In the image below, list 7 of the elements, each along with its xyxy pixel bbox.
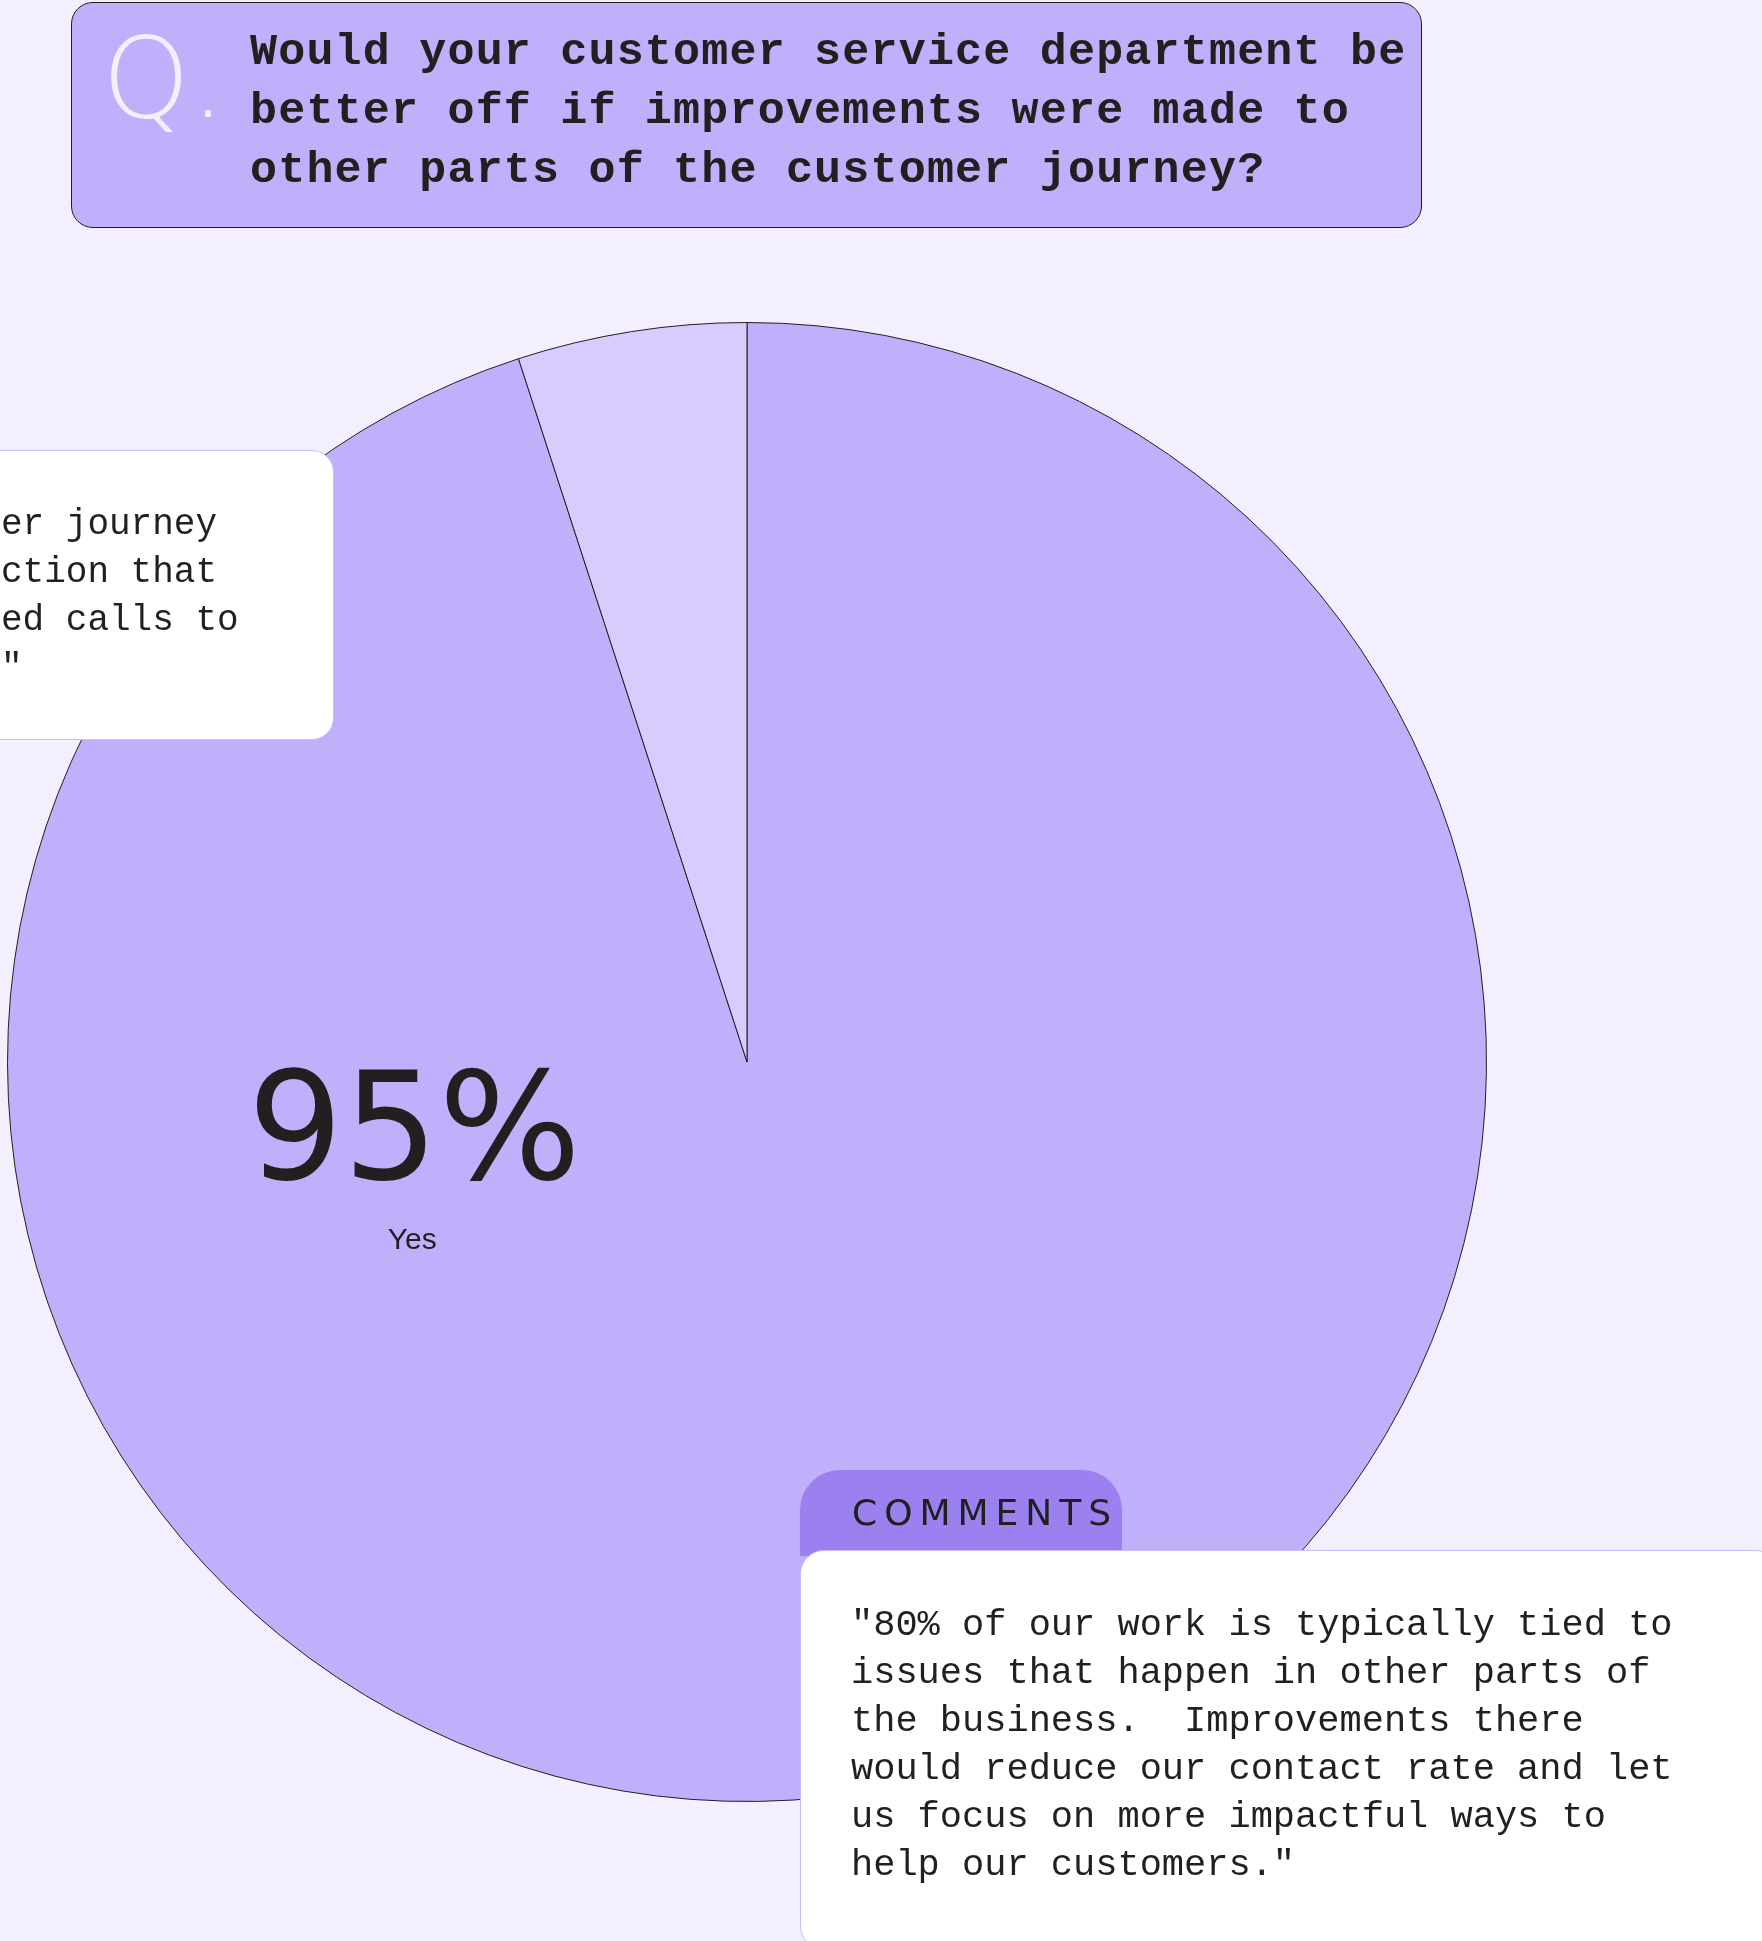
text: "80% of our work is typically tied to issues that happen in other parts of the business. Improvements there would reduce our contact rate and let us focus on more impactful ways to help our customers." [851, 1603, 1674, 1888]
text: COMMENTS [852, 1492, 1119, 1533]
slice-label: Yes [387, 1221, 437, 1255]
text: Q. [102, 13, 226, 143]
data-label: 95% [247, 1039, 581, 1214]
chart-title: Would your customer service department be better off if improvements were made to other parts of the customer journey? [250, 26, 1408, 198]
text: er journey ction that ed calls to " [1, 503, 239, 691]
